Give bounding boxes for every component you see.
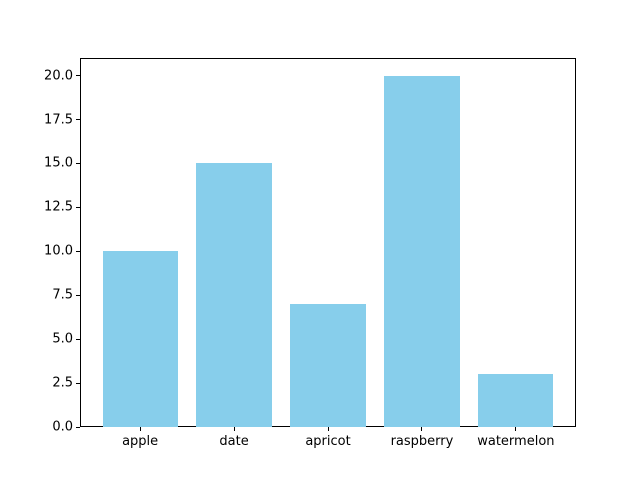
y-tick-mark [76,294,80,296]
y-tick-label: 7.5 [52,287,73,303]
x-tick-mark [233,427,235,431]
y-tick-mark [76,338,80,340]
y-tick-mark [76,250,80,252]
y-tick-label: 5.0 [52,331,73,347]
bar-apple [102,251,178,427]
y-tick-mark [76,382,80,384]
x-tick-label-date: date [219,434,249,449]
y-tick-label: 15.0 [44,155,73,171]
x-tick-mark [139,427,141,431]
x-tick-label-raspberry: raspberry [390,434,454,449]
y-tick-mark [76,162,80,164]
x-tick-mark [515,427,517,431]
y-tick-mark [76,119,80,120]
y-tick-label: 17.5 [44,112,73,127]
bar-apricot [290,304,366,427]
x-tick-label-apple: apple [122,434,159,449]
bar-raspberry [384,75,460,427]
y-tick-label: 20.0 [44,68,73,84]
x-tick-mark [421,427,423,431]
x-tick-label-apricot: apricot [305,434,351,449]
bar-date [196,163,272,427]
y-tick-mark [76,206,80,208]
bar-watermelon [478,374,554,427]
y-tick-label: 0.0 [52,419,73,435]
y-tick-mark [76,75,80,77]
x-tick-label-watermelon: watermelon [477,434,555,449]
y-tick-mark [76,426,80,428]
y-tick-label: 2.5 [52,375,73,391]
x-tick-mark [327,427,329,431]
y-tick-label: 10.0 [44,243,73,259]
y-tick-label: 12.5 [44,199,73,215]
